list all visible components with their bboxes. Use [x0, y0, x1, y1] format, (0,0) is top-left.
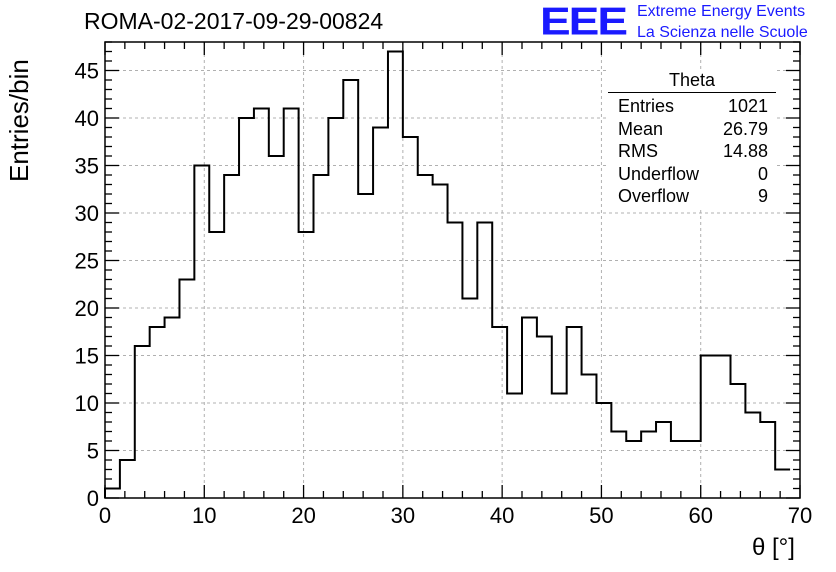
logo-text-line1: Extreme Energy Events [637, 3, 805, 21]
histogram-bin [328, 118, 343, 498]
y-tick-label: 40 [75, 106, 99, 131]
histogram-bin [641, 432, 656, 499]
chart-title: ROMA-02-2017-09-29-00824 [84, 8, 383, 35]
stats-row-underflow: Underflow 0 [608, 163, 776, 186]
histogram-bin [373, 128, 388, 499]
histogram-bin [284, 109, 299, 499]
histogram-bin [194, 166, 209, 499]
y-tick-label: 30 [75, 201, 99, 226]
y-tick-label: 25 [75, 249, 99, 274]
y-tick-label: 45 [75, 59, 99, 84]
histogram-bin [477, 223, 492, 499]
y-tick-label: 0 [87, 486, 99, 511]
histogram-bin [433, 185, 448, 499]
histogram-bin [760, 422, 775, 498]
stats-value: 0 [758, 163, 768, 186]
histogram-bin [567, 327, 582, 498]
histogram-bin [701, 356, 716, 499]
histogram-bin [537, 337, 552, 499]
x-tick-label: 30 [391, 503, 415, 528]
x-tick-label: 20 [291, 503, 315, 528]
histogram-bin [299, 232, 314, 498]
histogram-bin [254, 109, 269, 499]
stats-box: Theta Entries 1021 Mean 26.79 RMS 14.88 … [608, 70, 776, 208]
histogram-bin [269, 156, 284, 498]
histogram-bin [343, 80, 358, 498]
histogram-bin [403, 137, 418, 498]
stats-value: 26.79 [723, 118, 768, 141]
stats-title: Theta [608, 70, 776, 93]
logo-text-line2: La Scienza nelle Scuole [637, 24, 808, 42]
stats-row-overflow: Overflow 9 [608, 185, 776, 208]
histogram-bin [150, 327, 165, 498]
histogram-bin [224, 175, 239, 498]
histogram-bin [716, 356, 731, 499]
y-tick-label: 20 [75, 296, 99, 321]
eee-logo: EEE [540, 0, 626, 44]
x-tick-label: 0 [99, 503, 111, 528]
histogram-bin [179, 280, 194, 499]
x-tick-label: 10 [192, 503, 216, 528]
y-tick-label: 10 [75, 391, 99, 416]
stats-label: Underflow [618, 163, 699, 186]
histogram-bin [388, 52, 403, 499]
histogram-bin [165, 318, 180, 499]
histogram-bin [522, 318, 537, 499]
stats-label: Mean [618, 118, 663, 141]
histogram-bin [492, 327, 507, 498]
histogram-bin [775, 470, 790, 499]
stats-row-rms: RMS 14.88 [608, 140, 776, 163]
histogram-bin [582, 375, 597, 499]
stats-value: 9 [758, 185, 768, 208]
histogram-bin [120, 460, 135, 498]
histogram-bin [507, 394, 522, 499]
histogram-bin [611, 432, 626, 499]
y-tick-label: 35 [75, 154, 99, 179]
x-tick-label: 70 [788, 503, 812, 528]
histogram-bin [552, 394, 567, 499]
histogram-bin [209, 232, 224, 498]
stats-label: Entries [618, 95, 674, 118]
histogram-bin [239, 118, 254, 498]
histogram-bin [358, 194, 373, 498]
stats-row-mean: Mean 26.79 [608, 118, 776, 141]
stats-value: 14.88 [723, 140, 768, 163]
y-axis-label: Entries/bin [4, 59, 35, 182]
histogram-bin [596, 403, 611, 498]
histogram-bin [731, 384, 746, 498]
x-tick-label: 50 [589, 503, 613, 528]
stats-row-entries: Entries 1021 [608, 95, 776, 118]
y-tick-label: 15 [75, 344, 99, 369]
histogram-bin [314, 175, 329, 498]
histogram-bin [418, 175, 433, 498]
stats-label: RMS [618, 140, 658, 163]
histogram-bin [626, 441, 641, 498]
histogram-bin [745, 413, 760, 499]
x-tick-label: 60 [688, 503, 712, 528]
x-axis-label: θ [°] [752, 534, 795, 562]
histogram-bin [656, 422, 671, 498]
histogram-bin [135, 346, 150, 498]
histogram-bin [105, 489, 120, 499]
histogram-bin [671, 441, 686, 498]
histogram-bin [448, 223, 463, 499]
histogram-bin [686, 441, 701, 498]
stats-value: 1021 [728, 95, 768, 118]
x-tick-label: 40 [490, 503, 514, 528]
stats-label: Overflow [618, 185, 689, 208]
histogram-bin [462, 299, 477, 499]
y-tick-label: 5 [87, 439, 99, 464]
